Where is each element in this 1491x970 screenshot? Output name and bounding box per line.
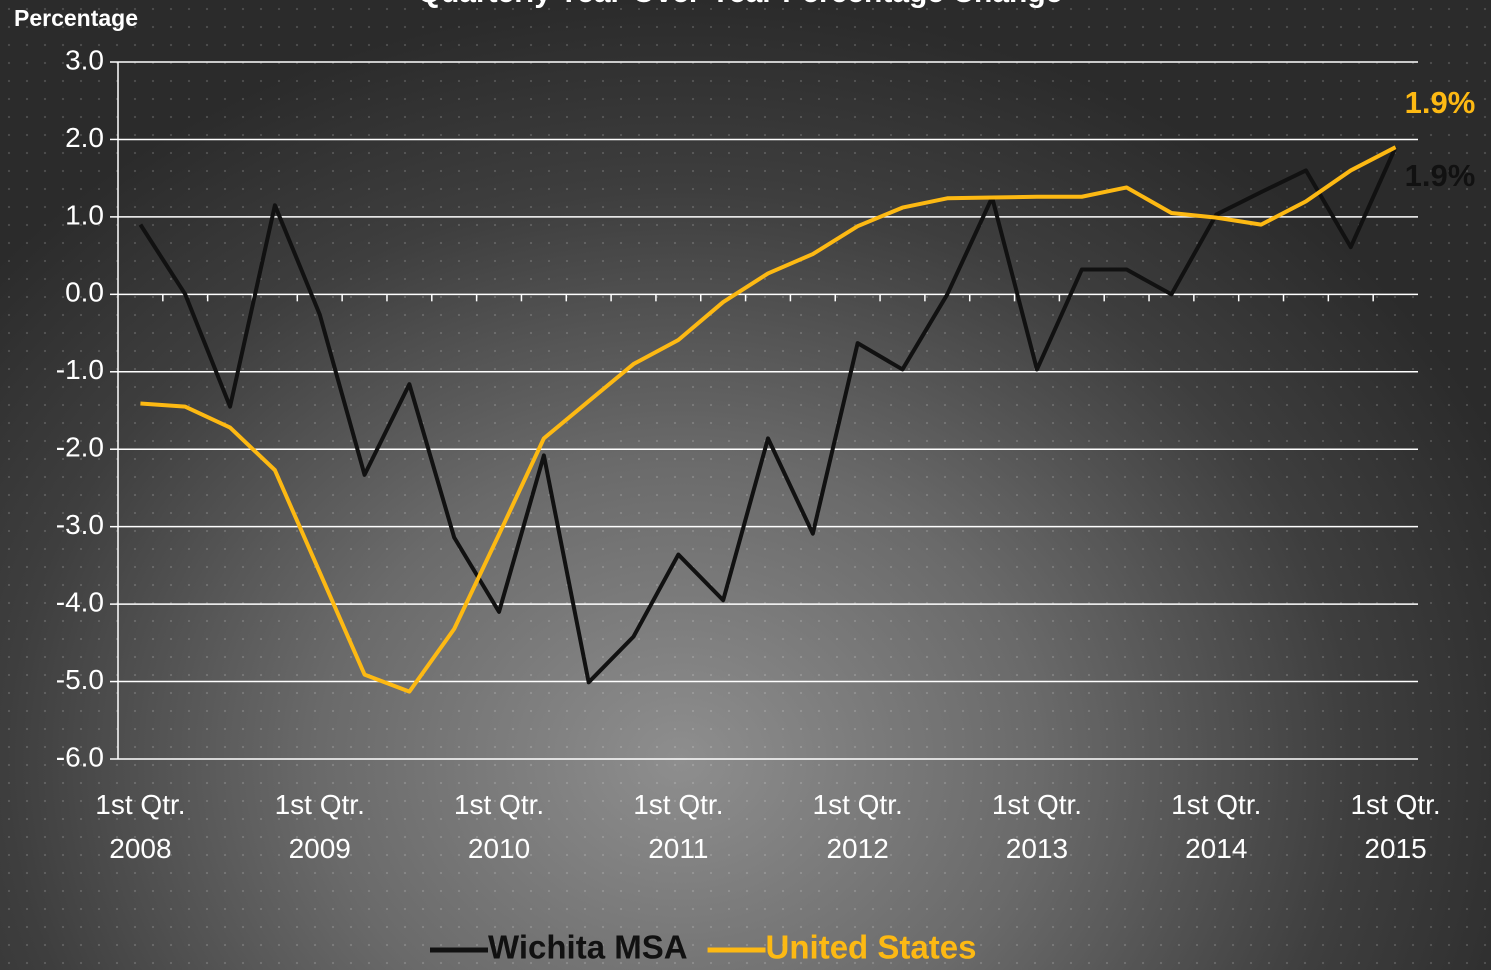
y-tick-label: -3.0 [56, 509, 104, 540]
y-tick-label: -5.0 [56, 664, 104, 695]
series-line [138, 146, 1398, 685]
x-tick-label: 1st Qtr. 2012 [812, 789, 903, 864]
y-tick-label: -2.0 [56, 432, 104, 463]
x-tick-label: 1st Qtr. 2010 [453, 789, 545, 864]
chart-title: Quarterly Year-Over-Year Percentage Chan… [418, 0, 1063, 9]
y-tick-label: 1.0 [65, 199, 104, 230]
x-tick-label: 1st Qtr. 2014 [1171, 789, 1262, 864]
legend-label: Wichita MSA [488, 929, 688, 966]
series-line [140, 145, 1397, 694]
legend-label: United States [766, 929, 977, 966]
x-tick-label: 1st Qtr. 2015 [1350, 789, 1441, 864]
data-label: 1.9% [1405, 85, 1476, 120]
x-tick-label: 1st Qtr. 2008 [95, 789, 186, 864]
y-tick-label: 0.0 [65, 277, 104, 308]
y-tick-label: -4.0 [56, 587, 104, 618]
y-axis-label: Percentage [14, 5, 138, 31]
x-tick-label: 1st Qtr. 2013 [991, 789, 1083, 864]
x-tick-label: 1st Qtr. 2009 [274, 789, 365, 864]
y-tick-label: -1.0 [56, 354, 104, 385]
y-tick-label: -6.0 [56, 741, 104, 772]
x-tick-label: 1st Qtr. 2011 [633, 789, 724, 864]
y-tick-label: 2.0 [65, 122, 104, 153]
data-label: 1.9% [1405, 158, 1476, 193]
y-tick-label: 3.0 [65, 44, 104, 75]
